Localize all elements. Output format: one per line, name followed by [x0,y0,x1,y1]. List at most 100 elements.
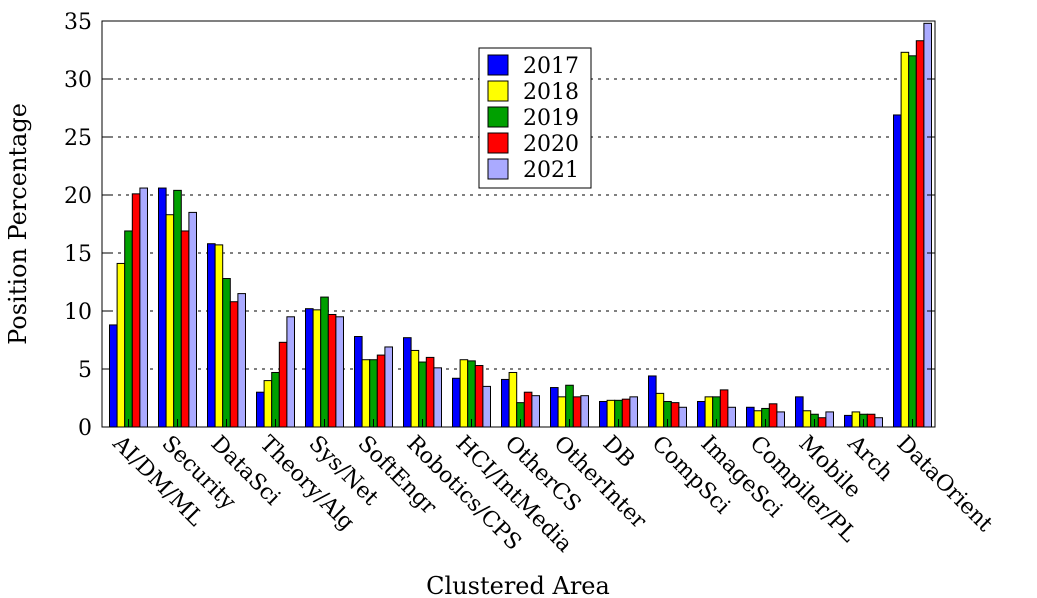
bar-2020-otherinter [572,396,582,428]
bar-2019-hci-intmedia [467,360,476,428]
bar-2018-othercs [508,371,518,428]
bar-2019-theory-alg [271,371,280,428]
bar-2021-compiler-pl [776,411,786,428]
y-tick-label: 10 [64,300,92,325]
bar-2019-ai-dm-ml [124,230,133,428]
legend-swatch-2017 [487,54,509,76]
bar-2017-mobile [795,396,804,428]
bar-2017-otherinter [550,387,559,428]
y-axis-title: Position Percentage [4,103,32,345]
bar-2017-sys-net [305,308,314,428]
bar-2020-mobile [817,417,827,428]
y-tick-label: 35 [64,10,92,35]
bar-2020-dataorient [915,40,925,428]
x-category-label: DataOrient [892,431,998,537]
bar-2018-theory-alg [263,380,273,428]
bar-2017-othercs [501,378,510,428]
bar-2017-robotics-cps [403,337,412,428]
legend-swatch-2021 [487,158,509,180]
bar-2017-datasci [207,243,216,428]
bar-2019-datasci [222,278,231,428]
bar-2021-arch [874,417,884,428]
bar-2018-arch [851,411,861,428]
bar-2020-sys-net [327,313,337,428]
legend-swatch-2020 [487,132,509,154]
bar-2020-imagesci [719,389,729,428]
y-tick-label: 20 [64,184,92,209]
y-tick-labels: 0 5 10 15 20 25 30 35 [64,10,92,441]
bar-2017-theory-alg [256,391,265,428]
legend-label-2017: 2017 [523,54,579,79]
bar-2021-hci-intmedia [482,385,491,428]
bar-2021-robotics-cps [433,367,442,428]
bar-2021-mobile [825,411,835,428]
legend-label-2020: 2020 [523,132,579,157]
bar-2021-theory-alg [286,316,295,428]
bar-2018-robotics-cps [410,349,420,428]
bar-2018-security [165,214,175,428]
bar-2017-security [158,187,167,428]
legend-swatch-2018 [487,80,509,102]
bar-2020-robotics-cps [425,356,435,428]
bar-2017-imagesci [697,400,706,428]
y-tick-label: 25 [64,126,92,151]
x-category-labels: AI/DM/MLSecurityDataSciTheory/AlgSys/Net… [107,431,997,558]
plot-border [101,20,936,428]
bar-2021-ai-dm-ml [139,187,148,428]
bar-2017-db [599,400,608,428]
bar-2021-datasci [237,293,246,428]
bar-2018-sys-net [312,309,322,428]
bar-2018-imagesci [704,396,714,428]
legend-label-2018: 2018 [523,80,579,105]
bar-2018-softengr [361,359,371,428]
x-category-label: DB [598,431,640,473]
bar-2020-hci-intmedia [474,365,484,428]
bar-2021-othercs [531,395,541,428]
axes [101,20,936,428]
bar-2017-arch [844,414,853,428]
bar-2020-compsci [670,402,680,428]
bar-2021-db [629,396,639,428]
bar-2020-othercs [523,391,533,428]
bar-2020-ai-dm-ml [131,193,141,428]
bar-2020-compiler-pl [768,403,778,428]
bar-2019-sys-net [320,296,329,428]
bar-2018-ai-dm-ml [116,262,126,428]
bar-2019-dataorient [908,55,917,428]
bar-2020-db [621,398,631,428]
bar-2018-compiler-pl [753,410,763,428]
bar-2021-imagesci [727,406,737,428]
bar-2021-compsci [678,406,688,428]
bar-2018-compsci [655,392,665,428]
bar-2019-security [173,189,182,428]
y-tick-label: 0 [78,416,92,441]
bar-2020-theory-alg [278,341,288,428]
bar-2018-mobile [802,410,812,428]
bar-2018-datasci [214,244,224,428]
bar-2017-dataorient [893,114,902,428]
bar-2020-datasci [229,301,239,428]
bar-2018-hci-intmedia [459,359,469,428]
y-tick-label: 30 [64,68,92,93]
y-tick-label: 5 [78,358,92,383]
bar-2020-softengr [376,354,386,428]
bar-2021-security [188,211,197,428]
bar-2019-robotics-cps [418,361,427,428]
bar-2017-softengr [354,336,363,428]
bar-2018-db [606,399,616,428]
legend-label-2019: 2019 [523,106,579,131]
bar-2021-dataorient [923,22,933,428]
bar-2019-softengr [369,359,378,428]
legend-label-2021: 2021 [523,158,579,183]
bar-2018-otherinter [557,396,567,428]
bar-2021-sys-net [335,316,344,428]
bar-2017-compiler-pl [746,406,755,428]
y-tick-label: 15 [64,242,92,267]
bar-2018-dataorient [900,51,910,428]
legend-swatch-2019 [487,106,509,128]
bar-2021-otherinter [580,395,590,428]
x-axis-title: Clustered Area [426,572,610,598]
bar-2017-ai-dm-ml [109,324,118,428]
